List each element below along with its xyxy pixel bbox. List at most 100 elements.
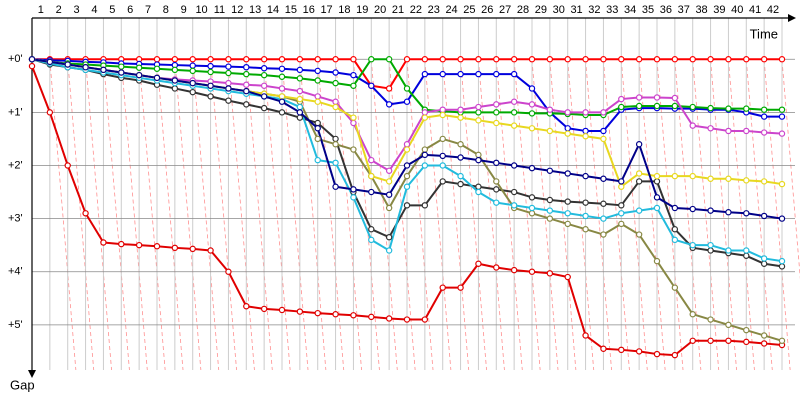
data-point: [439, 284, 446, 291]
x-tick-label: 27: [499, 4, 511, 16]
data-point: [653, 194, 661, 201]
data-point: [421, 202, 429, 209]
data-point: [600, 135, 607, 143]
data-point: [582, 56, 589, 63]
data-point: [368, 188, 375, 196]
data-point: [528, 110, 536, 117]
data-point: [207, 82, 214, 89]
x-tick-label: 20: [374, 4, 386, 16]
data-point: [368, 172, 375, 180]
data-point: [439, 162, 446, 169]
x-tick-label: 35: [642, 4, 654, 16]
data-point: [100, 66, 107, 74]
data-point: [546, 270, 554, 277]
data-point: [243, 70, 250, 78]
data-point: [207, 62, 214, 70]
data-point: [546, 56, 554, 63]
lap-reference: [174, 59, 202, 371]
data-point: [725, 321, 732, 329]
data-point: [314, 98, 321, 105]
data-point: [385, 204, 393, 212]
data-point: [653, 172, 661, 180]
data-point: [653, 56, 661, 63]
data-point: [564, 130, 571, 137]
data-point: [64, 61, 71, 68]
data-point: [350, 71, 357, 79]
data-point: [671, 56, 679, 63]
y-tick-label: +3': [8, 213, 23, 225]
lap-reference: [228, 59, 255, 371]
data-point: [671, 94, 679, 102]
data-point: [493, 119, 500, 127]
y-tick-label: +5': [8, 319, 23, 331]
data-point: [332, 98, 339, 105]
data-point: [135, 241, 143, 249]
data-point: [671, 284, 679, 291]
data-point: [296, 56, 304, 63]
data-point: [225, 268, 232, 275]
data-point: [278, 56, 286, 63]
data-point: [457, 141, 464, 148]
data-point: [760, 332, 768, 339]
data-point: [760, 340, 768, 347]
data-point: [564, 273, 571, 281]
data-point: [778, 130, 786, 137]
y-axis-label: Gap: [10, 377, 35, 392]
data-point: [421, 316, 429, 323]
data-point: [564, 220, 571, 228]
lap-reference: [67, 59, 95, 371]
x-tick-label: 29: [535, 4, 547, 16]
data-point: [332, 79, 339, 87]
data-point: [189, 88, 196, 96]
data-point: [760, 260, 768, 267]
y-arrow: [28, 370, 36, 378]
data-point: [635, 178, 643, 185]
data-point: [707, 241, 714, 249]
data-point: [653, 94, 661, 101]
lap-reference: [85, 59, 112, 371]
lap-reference: [710, 59, 737, 371]
data-point: [653, 350, 661, 358]
data-point: [332, 56, 339, 63]
lap-reference: [299, 59, 327, 371]
data-point: [189, 245, 196, 253]
data-point: [743, 326, 750, 334]
data-point: [118, 69, 125, 76]
x-tick-label: 30: [553, 4, 565, 16]
data-point: [385, 247, 393, 254]
data-point: [296, 66, 304, 74]
data-point: [510, 98, 518, 105]
data-point: [439, 152, 446, 160]
data-point: [260, 104, 268, 112]
data-point: [778, 263, 786, 270]
x-tick-label: 18: [338, 4, 350, 16]
data-point: [368, 236, 375, 244]
data-point: [207, 247, 214, 254]
data-point: [368, 313, 375, 321]
data-point: [546, 215, 554, 222]
data-point: [510, 109, 518, 116]
data-point: [778, 337, 786, 344]
data-point: [600, 200, 607, 207]
data-point: [564, 125, 571, 132]
data-point: [582, 109, 589, 116]
data-point: [439, 56, 446, 63]
x-arrow: [788, 14, 796, 22]
data-point: [243, 81, 250, 88]
data-point: [368, 56, 375, 63]
data-point: [332, 103, 339, 111]
data-point: [385, 315, 393, 322]
lap-reference: [263, 59, 291, 371]
data-point: [421, 162, 429, 169]
data-point: [493, 101, 500, 108]
data-point: [385, 85, 393, 92]
data-point: [350, 82, 357, 89]
x-tick-label: 26: [481, 4, 493, 16]
lap-reference: [585, 59, 612, 371]
data-point: [493, 70, 500, 78]
data-point: [778, 215, 786, 222]
data-point: [368, 226, 375, 233]
data-point: [457, 106, 464, 113]
data-point: [618, 220, 625, 228]
